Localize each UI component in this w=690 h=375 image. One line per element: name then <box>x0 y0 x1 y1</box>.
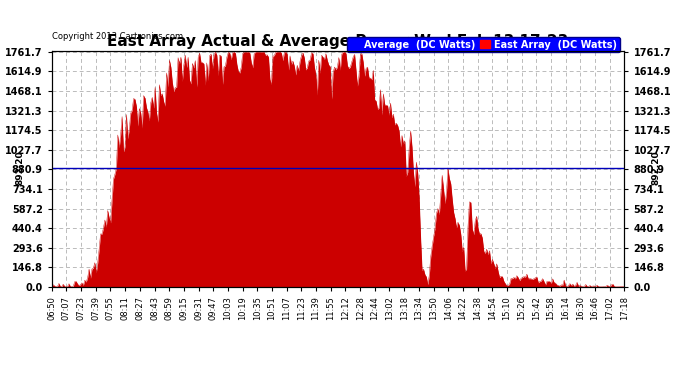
Text: 892.20: 892.20 <box>16 150 25 185</box>
Legend: Average  (DC Watts), East Array  (DC Watts): Average (DC Watts), East Array (DC Watts… <box>347 37 620 52</box>
Text: Copyright 2013 Cartronics.com: Copyright 2013 Cartronics.com <box>52 32 183 41</box>
Title: East Array Actual & Average Power Wed Feb 13 17:23: East Array Actual & Average Power Wed Fe… <box>108 34 569 50</box>
Text: 892.20: 892.20 <box>651 150 660 185</box>
